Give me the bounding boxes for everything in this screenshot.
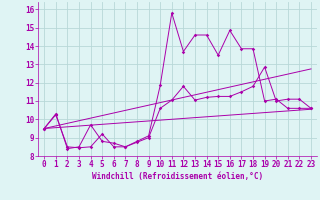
X-axis label: Windchill (Refroidissement éolien,°C): Windchill (Refroidissement éolien,°C)	[92, 172, 263, 181]
